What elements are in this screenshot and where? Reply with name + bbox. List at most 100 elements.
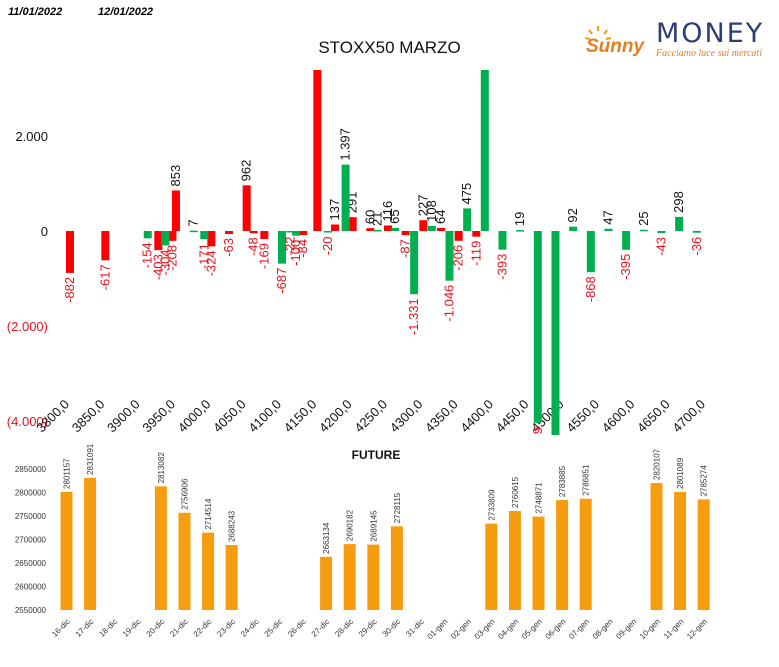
bar [84, 477, 97, 610]
data-label: -87 [398, 239, 413, 258]
y-tick-label: 2600000 [15, 583, 47, 592]
bar [569, 226, 578, 231]
bar [480, 70, 489, 231]
y-tick-label: 0 [41, 224, 48, 239]
x-tick-label: 4700,0 [669, 397, 708, 435]
x-tick-label: 19-dic [121, 617, 143, 639]
x-tick-label: 11-gen [662, 617, 686, 641]
bar [650, 483, 663, 610]
data-label: -48 [246, 237, 261, 256]
bar [437, 227, 445, 231]
data-label: -393 [494, 254, 509, 280]
bar [697, 499, 710, 610]
bar [313, 70, 322, 231]
data-label: 60 [362, 210, 377, 224]
bar [331, 224, 339, 231]
x-tick-label: 22-dic [192, 617, 214, 639]
data-label: 2786851 [582, 464, 591, 496]
bar [533, 231, 542, 423]
x-tick-label: 29-dic [357, 617, 379, 639]
data-label: -63 [221, 238, 236, 257]
x-tick-label: 26-dic [286, 617, 308, 639]
data-label: 2690182 [346, 509, 355, 541]
y-tick-label: (2.000) [7, 319, 48, 334]
y-tick-label: 2650000 [15, 559, 47, 568]
data-label: -403 [150, 254, 165, 280]
x-tick-label: 06-gen [544, 617, 568, 641]
bar [373, 230, 382, 232]
bar [551, 231, 560, 435]
sunny-sun-icon: Sunny [584, 26, 645, 56]
data-label: 2785274 [700, 465, 709, 497]
x-tick-label: 07-gen [567, 617, 591, 641]
data-label: 47 [600, 210, 615, 224]
bar [401, 231, 410, 236]
bar [692, 231, 701, 233]
data-label: -84 [295, 239, 310, 258]
bar [348, 217, 357, 231]
x-tick-label: 18-dic [97, 617, 119, 639]
x-tick-label: 12-gen [685, 617, 709, 641]
bar [427, 225, 436, 231]
data-label: -304 [157, 249, 172, 275]
future-title: FUTURE [352, 448, 401, 462]
data-label: -206 [451, 245, 466, 271]
x-tick-label: 4600,0 [599, 397, 638, 435]
x-tick-label: 3950,0 [139, 397, 178, 435]
bar [498, 231, 507, 250]
bar [463, 208, 472, 231]
bar [101, 231, 110, 261]
bar [202, 532, 215, 610]
bar [323, 231, 332, 233]
data-label: 2714514 [204, 498, 213, 530]
stoxx50-bar-chart: 6.0004.0002.0000(2.000)(4.000)(6.000)380… [7, 70, 708, 435]
data-label: 108 [424, 200, 439, 222]
logo-money-text: MONEY [656, 18, 765, 49]
bar [161, 231, 170, 246]
bar [249, 231, 258, 234]
x-tick-label: 4550,0 [563, 397, 602, 435]
bar [674, 491, 687, 610]
date-left: 11/01/2022 [8, 6, 63, 18]
x-tick-label: 4300,0 [387, 397, 426, 435]
bar [604, 228, 613, 231]
data-label: -169 [256, 243, 271, 269]
x-tick-label: 23-dic [215, 617, 237, 639]
x-tick-label: 31-dic [404, 617, 426, 639]
y-tick-label: 2750000 [15, 512, 47, 521]
data-label: 2688243 [228, 510, 237, 542]
bar [154, 231, 163, 251]
x-tick-label: 3850,0 [69, 397, 108, 435]
bar [154, 486, 167, 610]
logo-sunny-text: Sunny [586, 36, 645, 56]
y-tick-label: (4.000) [7, 414, 48, 429]
x-tick-label: 03-gen [473, 617, 497, 641]
data-label: 2663134 [322, 522, 331, 554]
bar [391, 227, 400, 231]
x-tick-label: 08-gen [591, 617, 615, 641]
data-label: -687 [274, 268, 289, 294]
data-label: 2733809 [487, 489, 496, 521]
x-tick-label: 4100,0 [245, 397, 284, 435]
x-tick-label: 4000,0 [175, 397, 214, 435]
data-label: -36 [689, 237, 704, 256]
data-label: -868 [583, 276, 598, 302]
data-label: 2831091 [86, 443, 95, 475]
bar [390, 526, 403, 610]
bar [410, 231, 419, 295]
bar [343, 544, 356, 610]
data-label: 92 [565, 208, 580, 222]
bar [622, 231, 631, 250]
bar [320, 556, 333, 610]
data-label: 853 [168, 165, 183, 187]
x-tick-label: 04-gen [496, 617, 520, 641]
x-tick-label: 09-gen [614, 617, 638, 641]
y-tick-label: 2550000 [15, 606, 47, 615]
bar [485, 523, 498, 610]
bar [172, 190, 180, 231]
y-tick-label: 2.000 [15, 129, 48, 144]
x-tick-label: 4400,0 [457, 397, 496, 435]
data-label: 962 [239, 160, 254, 182]
bar [579, 498, 592, 610]
y-tick-label: 2800000 [15, 489, 47, 498]
